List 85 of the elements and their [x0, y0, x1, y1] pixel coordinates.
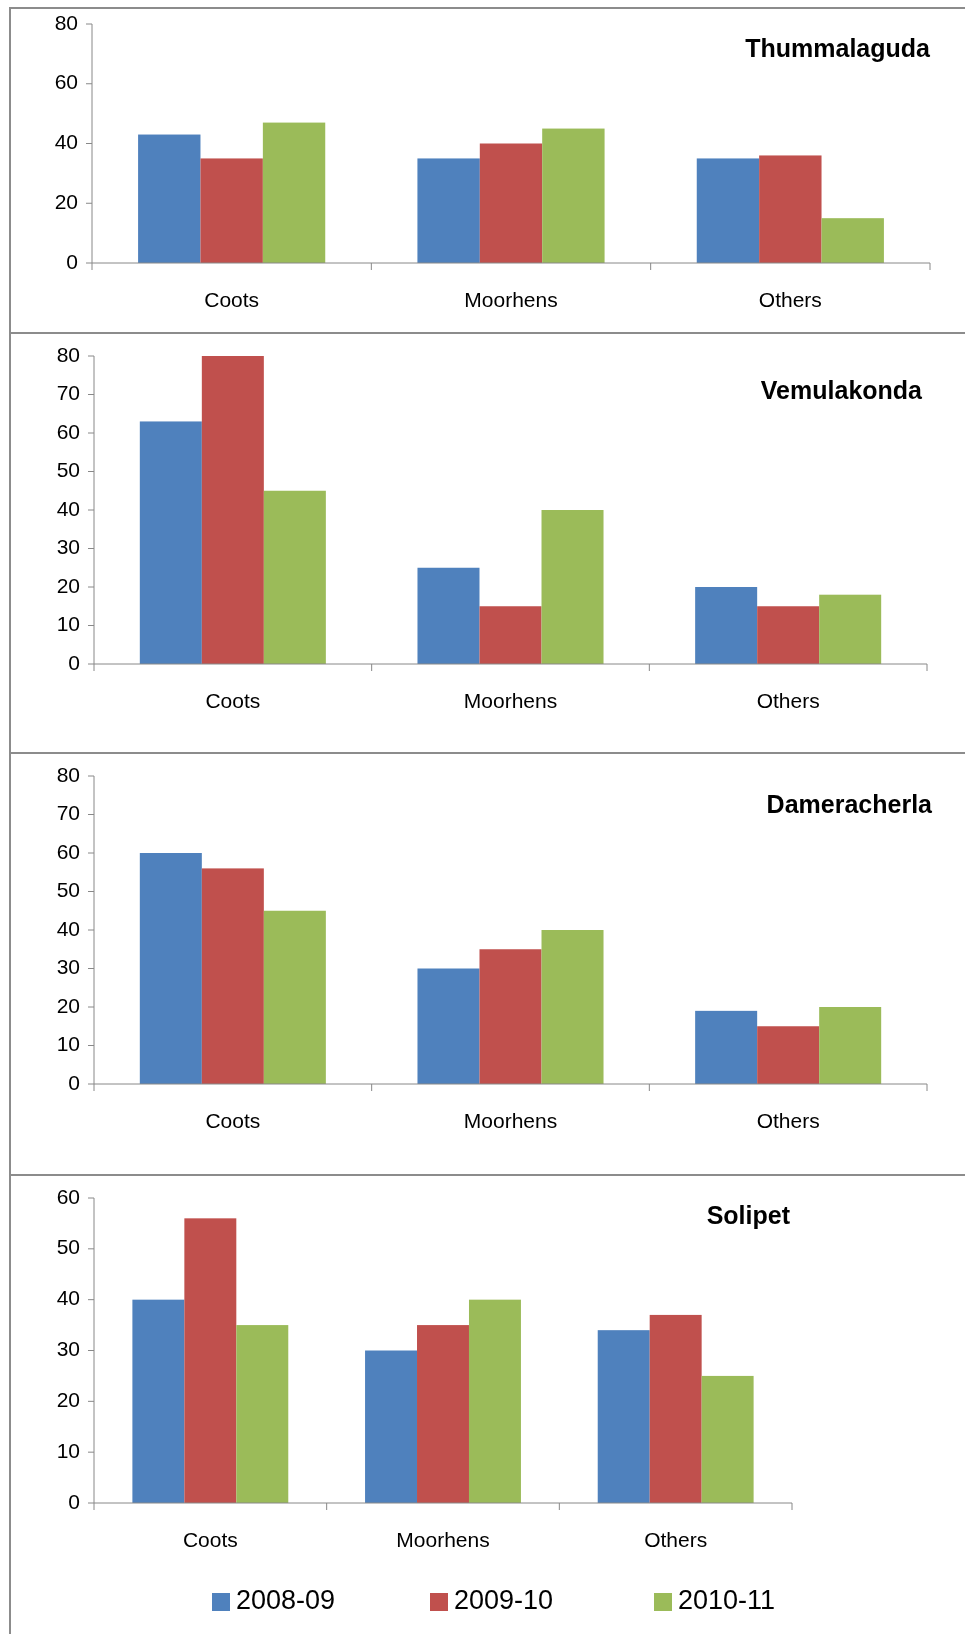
x-tick-label: Others — [756, 1109, 820, 1132]
bar — [597, 1330, 650, 1503]
bar — [479, 606, 542, 664]
x-tick-label: Others — [644, 1528, 708, 1551]
legend-label: 2008-09 — [236, 1585, 336, 1616]
y-tick-label: 0 — [66, 249, 78, 273]
bar — [365, 1350, 418, 1503]
bar — [236, 1325, 289, 1503]
bar — [139, 853, 202, 1084]
bar — [263, 910, 326, 1084]
bar — [139, 421, 202, 664]
y-tick-label: 20 — [56, 993, 80, 1017]
y-tick-label: 60 — [56, 839, 80, 863]
x-tick-label: Coots — [205, 689, 261, 712]
y-tick-label: 0 — [68, 650, 80, 674]
x-tick-label: Moorhens — [463, 1109, 558, 1132]
y-tick-label: 20 — [56, 1387, 80, 1411]
bar — [649, 1314, 702, 1503]
y-tick-label: 50 — [56, 878, 80, 902]
bar — [262, 122, 326, 263]
bar — [479, 143, 543, 263]
y-tick-label: 30 — [56, 535, 80, 559]
x-tick-label: Coots — [182, 1528, 238, 1551]
bar — [695, 1010, 758, 1084]
y-tick-label: 0 — [68, 1070, 80, 1094]
y-tick-label: 10 — [56, 1032, 80, 1056]
y-tick-label: 40 — [56, 496, 80, 520]
y-tick-label: 0 — [68, 1489, 80, 1513]
chart-title: Thummalaguda — [745, 33, 932, 62]
bar — [696, 158, 760, 263]
x-tick-label: Moorhens — [463, 689, 558, 712]
text: Dameracherla — [766, 789, 934, 818]
y-tick-label: 40 — [56, 916, 80, 940]
bar — [542, 128, 605, 263]
bar — [695, 587, 758, 664]
bar — [200, 158, 263, 263]
bar — [701, 1375, 754, 1503]
y-tick-label: 10 — [56, 612, 80, 636]
text: Vemulakonda — [760, 375, 924, 404]
y-tick-label: 50 — [56, 1235, 80, 1259]
bar — [132, 1299, 185, 1503]
bar — [819, 1007, 882, 1084]
bar — [417, 158, 480, 263]
y-tick-label: 60 — [54, 70, 78, 94]
y-tick-label: 80 — [56, 762, 80, 786]
y-tick-label: 70 — [56, 381, 80, 405]
bar — [201, 868, 264, 1084]
y-tick-label: 20 — [56, 573, 80, 597]
bar — [468, 1299, 521, 1503]
y-tick-label: 30 — [56, 955, 80, 979]
y-tick-label: 50 — [56, 458, 80, 482]
bar — [541, 510, 604, 664]
y-tick-label: 80 — [54, 10, 78, 34]
x-tick-label: Coots — [204, 288, 260, 311]
y-tick-label: 60 — [56, 1184, 80, 1208]
legend-label: 2010-11 — [678, 1585, 776, 1616]
bar — [263, 490, 326, 664]
x-tick-label: Coots — [205, 1109, 261, 1132]
bar — [479, 949, 542, 1084]
bar — [417, 968, 480, 1084]
x-tick-label: Others — [758, 288, 822, 311]
x-tick-label: Moorhens — [464, 288, 558, 311]
bar — [417, 567, 480, 664]
x-tick-label: Others — [756, 689, 820, 712]
y-tick-label: 60 — [56, 419, 80, 443]
bar — [819, 594, 882, 664]
bar — [821, 218, 884, 263]
bar — [138, 134, 201, 263]
bar — [417, 1325, 469, 1503]
bar — [184, 1218, 237, 1503]
y-tick-label: 10 — [56, 1438, 80, 1462]
bar — [757, 606, 820, 664]
y-tick-label: 70 — [56, 801, 80, 825]
y-tick-label: 30 — [56, 1337, 80, 1361]
y-tick-label: 40 — [56, 1286, 80, 1310]
bar — [757, 1026, 820, 1084]
y-tick-label: 40 — [54, 130, 78, 154]
y-tick-label: 80 — [56, 342, 80, 366]
bar — [201, 356, 264, 664]
bar — [759, 155, 822, 263]
chart-title: Solipet — [706, 1200, 791, 1229]
legend-label: 2009-10 — [454, 1585, 554, 1616]
x-tick-label: Moorhens — [396, 1528, 490, 1551]
bar — [541, 930, 604, 1084]
y-tick-label: 20 — [54, 189, 78, 213]
